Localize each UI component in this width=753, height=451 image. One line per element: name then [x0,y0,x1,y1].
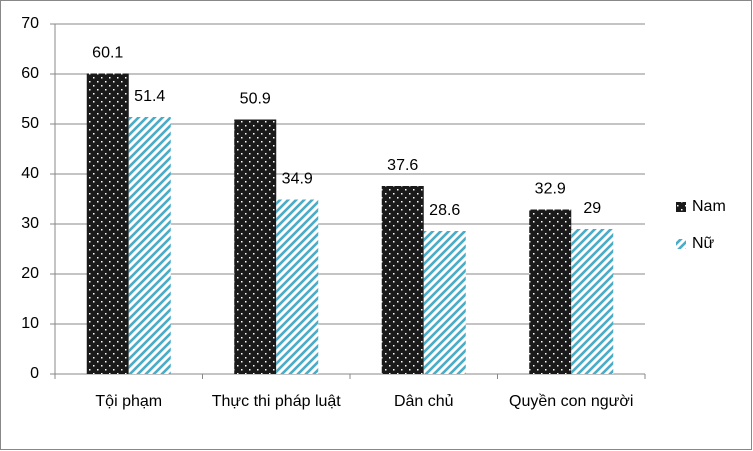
bar [128,117,171,374]
value-label: 60.1 [92,45,123,62]
value-label: 37.6 [387,157,418,174]
bar [529,209,572,374]
y-tick-label: 70 [21,15,39,32]
x-tick-label: Thực thi pháp luật [211,393,341,410]
legend-swatch [676,202,686,212]
y-tick-label: 0 [30,365,39,382]
x-tick-label: Dân chủ [393,393,454,410]
bar [381,186,424,374]
value-label: 29 [583,200,601,217]
y-tick-label: 20 [21,265,39,282]
bar [276,199,319,374]
value-label: 32.9 [535,181,566,198]
y-tick-label: 10 [21,315,39,332]
bar [571,229,614,374]
y-tick-label: 50 [21,115,39,132]
legend-label: Nam [692,198,726,215]
value-label: 51.4 [134,88,165,105]
bar [86,73,129,374]
x-tick-label: Tội phạm [95,393,163,410]
x-tick-label: Quyền con người [509,393,634,410]
y-tick-label: 60 [21,65,39,82]
value-label: 50.9 [240,91,271,108]
legend-swatch [676,239,686,249]
bar [234,119,277,374]
y-tick-label: 40 [21,165,39,182]
legend-label: Nữ [692,235,715,252]
value-label: 34.9 [282,171,313,188]
y-tick-label: 30 [21,215,39,232]
bar [423,231,466,374]
value-label: 28.6 [429,202,460,219]
